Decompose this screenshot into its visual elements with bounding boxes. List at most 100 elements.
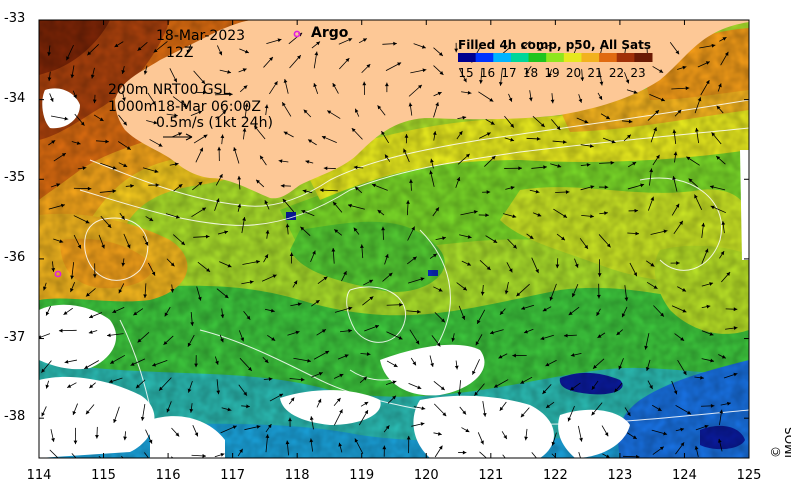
current-arrow [645, 359, 651, 372]
current-arrow [551, 432, 557, 446]
axis-ticks [38, 19, 750, 458]
current-arrow [472, 359, 480, 375]
current-arrow [454, 360, 459, 370]
current-arrow [677, 65, 687, 70]
current-arrow [311, 41, 321, 49]
current-arrow [219, 261, 232, 268]
current-arrow [720, 51, 729, 66]
current-arrow [650, 229, 668, 235]
current-arrow [50, 183, 61, 188]
current-arrow [460, 210, 478, 216]
current-arrow [528, 90, 533, 102]
current-arrow [484, 155, 496, 167]
current-arrow [259, 155, 267, 166]
current-arrow [568, 306, 580, 316]
current-arrow [47, 71, 52, 82]
current-arrow [701, 282, 714, 287]
current-arrow [601, 425, 609, 437]
current-arrow [578, 451, 581, 458]
current-arrow [269, 393, 284, 402]
current-arrow [711, 132, 722, 145]
current-arrow [675, 427, 685, 432]
current-arrow [166, 113, 178, 118]
current-arrow [88, 312, 103, 319]
current-arrow [303, 109, 312, 118]
current-arrow [196, 286, 202, 301]
current-arrow [408, 383, 422, 390]
current-arrow [688, 178, 698, 188]
current-arrow [333, 397, 341, 407]
current-arrow [433, 380, 445, 391]
current-arrow [433, 65, 444, 76]
current-arrow [149, 139, 163, 147]
current-arrow [309, 438, 314, 452]
depth-line-1: 200m NRT00 GSL [108, 82, 231, 98]
current-arrow [362, 296, 374, 306]
current-arrow [710, 205, 727, 214]
current-arrow [542, 384, 552, 395]
current-arrow [41, 360, 52, 373]
current-arrow [73, 186, 92, 191]
current-arrow [508, 93, 513, 102]
current-arrow [721, 221, 726, 234]
current-arrow [451, 333, 456, 342]
current-arrow [725, 326, 738, 330]
current-arrow [458, 450, 467, 455]
land-mass [115, 20, 749, 199]
current-arrow [242, 128, 247, 140]
current-arrow [577, 425, 583, 442]
current-arrow [289, 54, 302, 69]
current-arrow [142, 235, 149, 246]
current-arrow [505, 186, 515, 190]
current-arrow [701, 248, 709, 264]
y-tick-label: -35 [4, 170, 26, 186]
colorbar-tick-label: 16 [479, 66, 496, 80]
current-arrow [694, 445, 699, 457]
current-arrow [354, 186, 363, 194]
current-arrow [121, 258, 126, 267]
current-arrow [263, 56, 274, 68]
current-arrow [645, 260, 655, 267]
current-arrow [381, 130, 390, 144]
current-arrow [385, 380, 397, 386]
current-arrow [671, 203, 680, 216]
current-arrow [507, 238, 518, 249]
current-arrow [118, 283, 125, 294]
current-arrow [90, 67, 95, 79]
current-arrow [499, 401, 507, 412]
argo-float-marker[interactable] [54, 270, 62, 278]
current-arrow [501, 431, 508, 440]
current-arrow [550, 163, 562, 168]
current-arrow [407, 277, 425, 284]
current-arrow [316, 398, 322, 408]
current-arrow [319, 188, 338, 193]
current-arrow [166, 258, 175, 267]
x-tick-label: 121 [478, 468, 504, 483]
current-arrow [89, 382, 96, 389]
current-arrow [701, 222, 706, 238]
current-arrow [190, 110, 203, 116]
current-arrow [173, 183, 183, 192]
current-arrow [383, 425, 390, 433]
current-arrow [408, 102, 413, 116]
current-arrow [88, 330, 98, 334]
current-arrow [118, 114, 128, 126]
colorbar-tick-label: 20 [565, 66, 582, 80]
current-arrow [504, 137, 515, 142]
current-arrow [145, 429, 153, 444]
current-arrow [216, 45, 223, 56]
current-arrow [121, 91, 126, 102]
current-arrow [701, 304, 711, 309]
current-arrow [53, 238, 64, 244]
current-arrow [215, 173, 223, 186]
current-arrow [377, 105, 386, 116]
current-arrow [553, 208, 568, 218]
x-tick-label: 114 [26, 468, 52, 483]
current-arrow [569, 382, 581, 391]
colorbar-tick-label: 15 [458, 66, 474, 80]
current-arrow [719, 409, 724, 426]
legend-title: Filled 4h comp, p50, All Sats [458, 38, 652, 52]
current-arrow [567, 405, 575, 422]
current-arrow [307, 139, 317, 146]
current-arrow [71, 141, 81, 145]
